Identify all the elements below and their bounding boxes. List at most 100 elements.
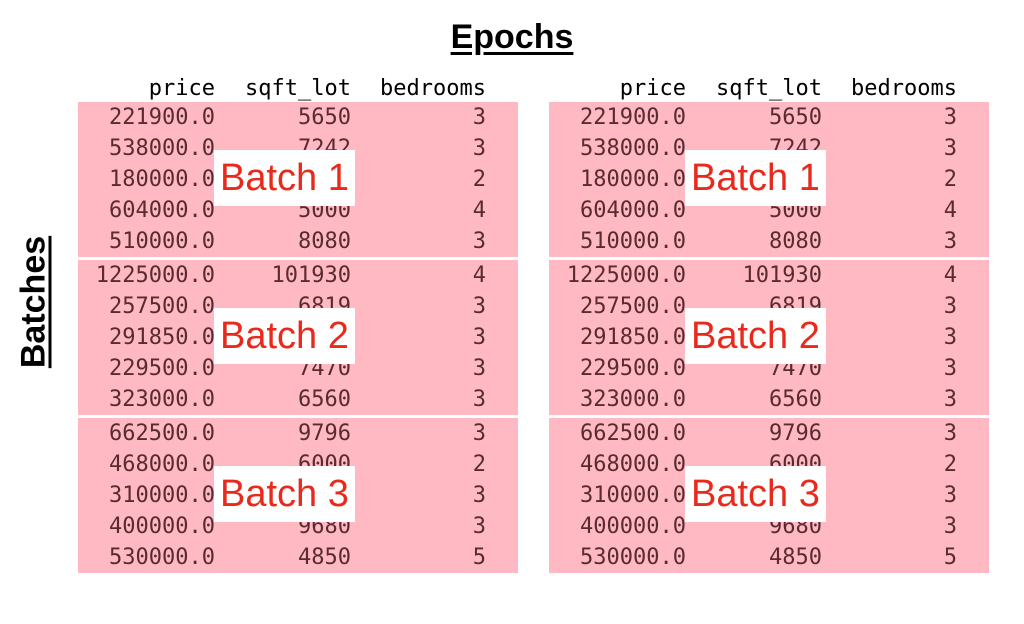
cell-price: 510000.0: [109, 229, 215, 254]
cell-price: 538000.0: [580, 136, 686, 161]
cell-bedrooms: 3: [943, 421, 957, 446]
cell-bedrooms: 3: [472, 105, 486, 130]
cell-sqft-lot: 101930: [742, 263, 822, 288]
cell-bedrooms: 3: [943, 356, 957, 381]
cell-price: 180000.0: [580, 167, 686, 192]
table-row: 662500.0 9796 3: [78, 418, 518, 449]
cell-bedrooms: 2: [943, 452, 957, 477]
cell-sqft-lot: 8080: [769, 229, 822, 254]
table-row: 510000.0 8080 3: [549, 226, 989, 257]
cell-bedrooms: 3: [472, 356, 486, 381]
cell-bedrooms: 4: [943, 263, 957, 288]
cell-bedrooms: 3: [943, 514, 957, 539]
cell-bedrooms: 3: [472, 483, 486, 508]
cell-price: 229500.0: [109, 356, 215, 381]
table-row: 229500.0 7470 3: [78, 353, 518, 384]
cell-sqft-lot: 8080: [298, 229, 351, 254]
cell-price: 291850.0: [109, 325, 215, 350]
cell-price: 662500.0: [580, 421, 686, 446]
cell-bedrooms: 3: [472, 136, 486, 161]
cell-sqft-lot: 6560: [769, 387, 822, 412]
batch-block-3: 662500.097963468000.060002310000.0199013…: [549, 418, 989, 573]
cell-bedrooms: 4: [472, 263, 486, 288]
table-row: 468000.0 6000 2: [78, 449, 518, 480]
cell-price: 221900.0: [109, 105, 215, 130]
cell-price: 400000.0: [109, 514, 215, 539]
column-header-price: price: [148, 76, 215, 101]
column-header-sqft-lot: sqft_lot: [245, 76, 351, 101]
cell-price: 310000.0: [580, 483, 686, 508]
cell-price: 229500.0: [580, 356, 686, 381]
table-row: 323000.0 6560 3: [549, 384, 989, 415]
cell-price: 400000.0: [580, 514, 686, 539]
cell-price: 604000.0: [109, 198, 215, 223]
table-row: 538000.0 7242 3: [549, 133, 989, 164]
table-row: 662500.0 9796 3: [549, 418, 989, 449]
cell-bedrooms: 3: [943, 294, 957, 319]
cell-bedrooms: 2: [472, 167, 486, 192]
cell-sqft-lot: 5650: [298, 105, 351, 130]
cell-bedrooms: 3: [943, 483, 957, 508]
batch-label: Batch 2: [685, 308, 826, 364]
cell-price: 510000.0: [580, 229, 686, 254]
cell-price: 538000.0: [109, 136, 215, 161]
cell-sqft-lot: 9796: [298, 421, 351, 446]
table-row: 1225000.0 101930 4: [78, 260, 518, 291]
batches-axis-label: Batches: [14, 235, 53, 369]
cell-price: 310000.0: [109, 483, 215, 508]
cell-price: 323000.0: [580, 387, 686, 412]
cell-price: 180000.0: [109, 167, 215, 192]
table-row: 221900.0 5650 3: [549, 102, 989, 133]
cell-bedrooms: 5: [472, 545, 486, 570]
cell-price: 257500.0: [580, 294, 686, 319]
cell-bedrooms: 2: [943, 167, 957, 192]
table-row: 604000.0 5000 4: [78, 195, 518, 226]
batch-label: Batch 2: [214, 308, 355, 364]
epoch-table-1: price sqft_lot bedrooms 221900.0 5650 3 538000…: [78, 70, 518, 576]
cell-price: 1225000.0: [566, 263, 686, 288]
column-header-row: price sqft_lot bedrooms: [549, 70, 989, 102]
column-header-sqft-lot: sqft_lot: [716, 76, 822, 101]
batch-label: Batch 3: [214, 466, 355, 522]
cell-sqft-lot: 5650: [769, 105, 822, 130]
cell-bedrooms: 3: [943, 136, 957, 161]
cell-bedrooms: 3: [943, 387, 957, 412]
table-row: 538000.0 7242 3: [78, 133, 518, 164]
cell-bedrooms: 3: [472, 421, 486, 446]
column-header-price: price: [619, 76, 686, 101]
batch-label: Batch 1: [685, 150, 826, 206]
cell-price: 1225000.0: [95, 263, 215, 288]
batch-block-1: 221900.056503538000.072423180000.0100002…: [549, 102, 989, 257]
batch-label: Batch 3: [685, 466, 826, 522]
cell-price: 323000.0: [109, 387, 215, 412]
batch-block-1: 221900.056503538000.072423180000.0100002…: [78, 102, 518, 257]
batch-block-2: 1225000.01019304257500.068193291850.0971…: [78, 260, 518, 415]
cell-bedrooms: 3: [943, 105, 957, 130]
table-row: 530000.0 4850 5: [549, 542, 989, 573]
cell-sqft-lot: 6560: [298, 387, 351, 412]
cell-price: 468000.0: [580, 452, 686, 477]
column-header-row: price sqft_lot bedrooms: [78, 70, 518, 102]
cell-bedrooms: 3: [472, 294, 486, 319]
cell-bedrooms: 3: [943, 325, 957, 350]
cell-price: 468000.0: [109, 452, 215, 477]
cell-price: 530000.0: [109, 545, 215, 570]
batch-block-3: 662500.097963468000.060002310000.0199013…: [78, 418, 518, 573]
cell-bedrooms: 4: [943, 198, 957, 223]
cell-bedrooms: 3: [472, 229, 486, 254]
cell-bedrooms: 3: [472, 514, 486, 539]
cell-price: 604000.0: [580, 198, 686, 223]
epoch-table-2: price sqft_lot bedrooms 221900.0 5650 3 538000…: [549, 70, 989, 576]
cell-bedrooms: 5: [943, 545, 957, 570]
cell-bedrooms: 3: [472, 325, 486, 350]
cell-price: 221900.0: [580, 105, 686, 130]
cell-bedrooms: 4: [472, 198, 486, 223]
cell-sqft-lot: 4850: [769, 545, 822, 570]
table-row: 510000.0 8080 3: [78, 226, 518, 257]
epochs-title: Epochs: [450, 18, 574, 56]
table-row: 1225000.0 101930 4: [549, 260, 989, 291]
cell-price: 530000.0: [580, 545, 686, 570]
cell-bedrooms: 3: [943, 229, 957, 254]
column-header-bedrooms: bedrooms: [380, 76, 486, 101]
cell-bedrooms: 2: [472, 452, 486, 477]
